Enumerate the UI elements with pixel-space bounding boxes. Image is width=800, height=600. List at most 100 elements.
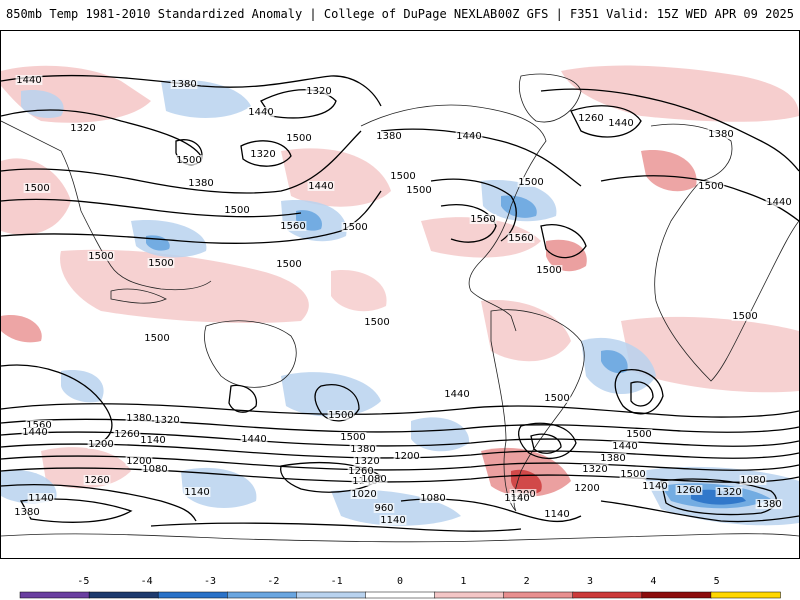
- contour-label-bg: [187, 178, 215, 188]
- anomaly-area: [411, 417, 470, 452]
- contour-label: 1500: [698, 181, 723, 192]
- contour-label: 1260: [84, 475, 109, 486]
- europe-africa-coast: [650, 123, 799, 382]
- contour-label-bg: [223, 205, 251, 215]
- anomaly-area: [641, 150, 697, 192]
- contour-label: 1140: [28, 493, 53, 504]
- contour-label: 1500: [286, 133, 311, 144]
- contour-label-bg: [275, 259, 303, 269]
- colorbar-swatch: [434, 591, 505, 599]
- contour-label-bg: [25, 420, 53, 430]
- contour-label: 1500: [390, 171, 415, 182]
- contour-line: [260, 89, 337, 119]
- anomaly-area: [131, 220, 207, 258]
- contour-label: 1440: [241, 434, 266, 445]
- contour-label: 1260: [578, 113, 603, 124]
- contour-label-bg: [393, 451, 421, 461]
- anomaly-area: [601, 350, 628, 374]
- contour-label-bg: [360, 474, 388, 484]
- contour-line: [380, 128, 582, 187]
- colorbar-tick-label: 5: [714, 576, 720, 587]
- anomaly-area: [421, 217, 541, 258]
- contour-label-bg: [419, 493, 447, 503]
- contour-label-bg: [469, 214, 497, 224]
- north-america-coast: [360, 104, 547, 332]
- contour-label: 1440: [612, 441, 637, 452]
- contour-line: [240, 140, 292, 167]
- contour-label: 1500: [340, 432, 365, 443]
- contour-line: [1, 74, 382, 107]
- contour-label-bg: [363, 317, 391, 327]
- contour-label: 1380: [14, 507, 39, 518]
- contour-label: 1440: [248, 107, 273, 118]
- contour-label-bg: [349, 444, 377, 454]
- contour-line: [1, 190, 382, 244]
- contour-label-bg: [83, 475, 111, 485]
- contour-label-bg: [327, 410, 355, 420]
- contour-label-bg: [139, 435, 167, 445]
- contour-label-bg: [285, 133, 313, 143]
- colorbar-ticks: -5 -4 -3 -2 -1 0 1 2 3 4 5: [77, 576, 719, 587]
- colorbar-tick-label: 3: [587, 576, 593, 587]
- contour-line: [228, 384, 258, 413]
- contour-line: [1, 364, 113, 447]
- contour-line: [440, 204, 497, 243]
- colorbar-tick-label: -4: [141, 576, 153, 587]
- contour-label: 1560: [470, 214, 495, 225]
- contour-label: 1500: [224, 205, 249, 216]
- contour-label: 1500: [276, 259, 301, 270]
- contour-label: 1380: [708, 129, 733, 140]
- anomaly-area: [481, 300, 571, 362]
- contour-label-bg: [143, 333, 171, 343]
- contour-label: 1440: [16, 75, 41, 86]
- colorbar-tick-label: 4: [650, 576, 656, 587]
- colorbar-swatch: [227, 591, 298, 599]
- contour-label: 1320: [716, 487, 741, 498]
- contour-label-bg: [739, 475, 767, 485]
- contour-line: [280, 461, 382, 493]
- contour-label: 1320: [582, 464, 607, 475]
- anomaly-area: [546, 239, 587, 272]
- contour-line: [150, 522, 522, 532]
- contour-label-bg: [707, 129, 735, 139]
- contour-label-bg: [341, 222, 369, 232]
- colorbar-tick-label: 1: [460, 576, 466, 587]
- contour-label: 1320: [154, 415, 179, 426]
- contour-label-bg: [455, 131, 483, 141]
- contour-label-bg: [69, 123, 97, 133]
- greenland-coast: [519, 73, 582, 123]
- contour-label: 1440: [766, 197, 791, 208]
- contour-labels: 1440 1380 1320 1320 1260 1440 1380 1440 1500 1320…: [13, 75, 793, 526]
- contour-label-bg: [27, 493, 55, 503]
- contour-label-bg: [15, 75, 43, 85]
- contour-label: 1440: [444, 389, 469, 400]
- colorbar-swatch: [572, 591, 643, 599]
- contour-label-bg: [175, 155, 203, 165]
- anomaly-area: [281, 148, 391, 207]
- contour-label: 1140: [380, 515, 405, 526]
- contour-label-bg: [611, 441, 639, 451]
- contour-label-bg: [405, 185, 433, 195]
- contour-label-bg: [305, 86, 333, 96]
- contour-label: 1500: [620, 469, 645, 480]
- contour-label-bg: [353, 456, 381, 466]
- contour-label: 1260: [348, 466, 373, 477]
- contour-line: [1, 431, 799, 447]
- contour-label-bg: [373, 503, 395, 513]
- contour-label-bg: [543, 393, 571, 403]
- contour-line: [1, 467, 799, 483]
- contour-label-bg: [641, 481, 669, 491]
- map-panel: 1440 1380 1320 1320 1260 1440 1380 1440 1500 1320…: [0, 30, 800, 559]
- contour-label-bg: [350, 489, 378, 499]
- contour-label: 1140: [544, 509, 569, 520]
- contour-label: 1500: [24, 183, 49, 194]
- anomaly-area: [621, 316, 799, 393]
- contour-label: 1200: [88, 439, 113, 450]
- contour-line: [600, 175, 799, 222]
- antarctica-coast: [1, 533, 799, 543]
- contour-label: 1380: [756, 499, 781, 510]
- colorbar-swatch: [296, 591, 367, 599]
- contour-label: 1320: [306, 86, 331, 97]
- contour-label-bg: [389, 171, 417, 181]
- coastlines: [1, 73, 799, 543]
